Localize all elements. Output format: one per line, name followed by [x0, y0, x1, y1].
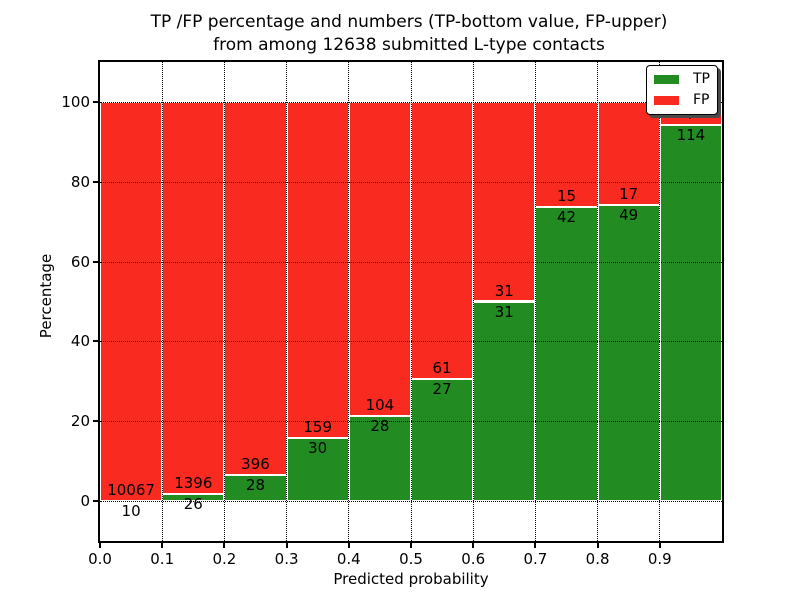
- bar-segment-tp: [597, 204, 660, 502]
- gridline-vertical: [348, 62, 350, 541]
- x-tick-label: 0.8: [585, 550, 610, 568]
- legend-label: TP: [693, 71, 710, 87]
- fp-count-label: 10067: [107, 480, 155, 499]
- x-axis-label: Predicted probability: [333, 570, 489, 588]
- tp-count-label: 28: [245, 475, 266, 494]
- tp-count-label: 42: [556, 207, 577, 226]
- x-axis-tick: [534, 543, 537, 548]
- gridline-horizontal: [100, 341, 722, 343]
- gridline-vertical: [597, 62, 599, 541]
- chart-title-line1: TP /FP percentage and numbers (TP-bottom…: [150, 12, 668, 32]
- tp-count-label: 10: [121, 501, 141, 520]
- fp-count-label: 61: [432, 358, 452, 377]
- x-tick-label: 0.2: [212, 550, 237, 568]
- x-tick-label: 0.3: [274, 550, 299, 568]
- fp-count-label: 31: [494, 281, 514, 300]
- y-tick-label: 60: [70, 252, 90, 271]
- chart-title: TP /FP percentage and numbers (TP-bottom…: [98, 11, 720, 57]
- bar-segment-tp: [162, 493, 225, 502]
- plot-area: Predicted probability 10067 10 1396 26 396 28…: [61, 60, 724, 588]
- bar-segment-tp: [224, 474, 287, 502]
- x-axis-tick: [99, 543, 101, 548]
- y-tick-label: 0: [80, 492, 90, 511]
- x-tick-label: 0.5: [399, 550, 423, 568]
- x-tick-label: 0.0: [88, 550, 112, 568]
- bar-segment-tp: [411, 378, 474, 502]
- gridline-horizontal: [100, 261, 722, 263]
- y-tick-label: 20: [70, 412, 90, 431]
- bar-segment-fp: [473, 101, 536, 302]
- gridline-horizontal: [100, 421, 722, 423]
- legend-swatch-fp: [654, 96, 679, 105]
- legend-swatch-tp: [654, 75, 679, 84]
- bar-segment-tp: [659, 125, 722, 502]
- legend-item-fp: FP: [654, 93, 710, 108]
- bar-segment-fp: [597, 101, 660, 205]
- tp-count-label: 49: [619, 205, 639, 224]
- gridline-vertical: [223, 62, 225, 541]
- gridline-vertical: [659, 62, 661, 541]
- fp-count-label: 15: [556, 186, 577, 205]
- y-tick-label: 40: [70, 332, 90, 351]
- gridline-vertical: [410, 62, 412, 541]
- tp-count-label: 28: [370, 417, 390, 436]
- gridline-vertical: [161, 62, 163, 541]
- bar-segment-fp: [100, 101, 163, 501]
- bar-segment-tp: [473, 301, 536, 502]
- fp-count-label: 159: [303, 417, 333, 436]
- bar-segment-fp: [224, 101, 287, 475]
- bar-segment-fp: [348, 101, 411, 417]
- x-axis-tick: [223, 543, 226, 548]
- x-axis-tick: [347, 543, 350, 548]
- fp-count-label: 1396: [174, 473, 213, 492]
- tp-count-label: 31: [494, 302, 514, 321]
- bar-segment-fp: [286, 101, 349, 438]
- x-axis-tick: [472, 543, 475, 548]
- x-tick-label: 0.9: [647, 550, 672, 568]
- gridline-vertical: [472, 62, 474, 541]
- x-tick-label: 0.6: [461, 550, 486, 568]
- y-tick-label: 100: [61, 92, 90, 111]
- bar-segment-tp: [535, 206, 598, 502]
- x-tick-label: 0.1: [150, 550, 175, 568]
- gridline-vertical: [534, 62, 536, 541]
- fp-count-label: 396: [241, 454, 270, 473]
- bar-segment-tp: [348, 416, 411, 502]
- y-axis-tick: [93, 180, 98, 183]
- legend-label: FP: [693, 92, 710, 108]
- y-axis-tick: [93, 340, 98, 343]
- tp-count-label: 26: [183, 494, 203, 513]
- y-axis-tick: [93, 260, 98, 263]
- x-axis-tick: [658, 543, 661, 548]
- y-axis-tick: [93, 100, 98, 103]
- bar-segment-fp: [535, 101, 598, 207]
- tp-count-label: 30: [308, 438, 328, 457]
- gridline-horizontal: [100, 101, 722, 103]
- x-tick-label: 0.7: [523, 550, 548, 568]
- gridline-horizontal: [100, 501, 722, 503]
- y-axis-tick: [93, 420, 98, 423]
- x-axis-tick: [285, 543, 288, 548]
- legend-item-tp: TP: [654, 72, 710, 87]
- tp-count-label: 114: [676, 126, 706, 144]
- x-tick-label: 0.4: [336, 550, 361, 568]
- bar-segment-fp: [411, 101, 474, 379]
- chart-title-line2: from among 12638 submitted L-type contac…: [213, 35, 605, 55]
- x-axis-tick: [161, 543, 164, 548]
- x-axis-tick: [596, 543, 599, 548]
- bar-segment-fp: [162, 101, 225, 494]
- y-axis-tick: [93, 500, 98, 503]
- x-axis-tick: [410, 543, 412, 548]
- gridline-vertical: [286, 62, 288, 541]
- y-tick-label: 80: [70, 172, 90, 191]
- tp-count-label: 27: [432, 379, 452, 398]
- legend-box: TP FP: [646, 65, 718, 115]
- fp-count-label: 17: [619, 184, 639, 203]
- gridline-horizontal: [100, 181, 722, 183]
- bar-segment-tp: [286, 437, 349, 502]
- fp-count-label: 104: [365, 396, 395, 415]
